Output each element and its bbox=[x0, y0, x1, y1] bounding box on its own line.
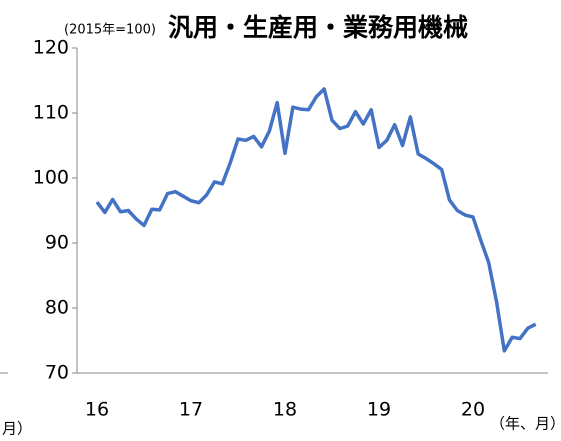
x-tick-label: 16 bbox=[85, 399, 109, 421]
y-tick-label: 120 bbox=[33, 37, 69, 59]
y-tick-label: 90 bbox=[45, 232, 69, 254]
series-line bbox=[95, 87, 537, 353]
x-tick-label: 18 bbox=[273, 399, 297, 421]
chart-subtitle: (2015年=100) bbox=[64, 23, 156, 38]
y-tick-label: 100 bbox=[33, 167, 69, 189]
y-tick-label: 110 bbox=[33, 102, 69, 124]
x-tick-label: 19 bbox=[367, 399, 391, 421]
x-tick-label: 17 bbox=[179, 399, 203, 421]
x-axis-label: （年、月） bbox=[490, 415, 561, 433]
chart-title: 汎用・生産用・業務用機械 bbox=[168, 13, 468, 42]
x-tick-label: 20 bbox=[461, 399, 485, 421]
fragment-label: 月） bbox=[2, 420, 32, 438]
y-tick-label: 70 bbox=[45, 362, 69, 384]
y-tick-label: 80 bbox=[45, 297, 69, 319]
